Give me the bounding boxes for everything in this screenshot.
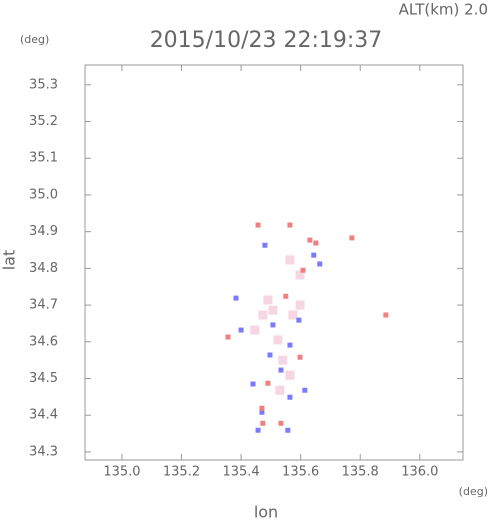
y-tick-label: 34.8 — [29, 261, 58, 276]
data-point — [259, 405, 265, 411]
y-tick-label: 35.3 — [29, 77, 58, 92]
data-point — [285, 427, 291, 433]
y-unit: (deg) — [20, 33, 49, 46]
y-tick-label: 35.2 — [29, 114, 58, 129]
data-point — [302, 387, 308, 393]
y-tick-label: 35.1 — [29, 151, 58, 166]
plot-frame — [84, 64, 464, 461]
x-tick-label: 135.4 — [222, 465, 259, 480]
data-point — [311, 252, 317, 258]
y-axis-label: lat — [0, 250, 19, 271]
data-point — [268, 305, 278, 315]
data-point — [296, 317, 302, 323]
y-tick-label: 34.4 — [29, 408, 58, 423]
data-point — [275, 385, 285, 395]
y-tick-label: 34.5 — [29, 371, 58, 386]
data-point — [300, 267, 306, 273]
data-point — [283, 293, 289, 299]
chart-title: 2015/10/23 22:19:37 — [150, 28, 383, 53]
y-tick-label: 34.6 — [29, 334, 58, 349]
data-point — [270, 322, 276, 328]
data-point — [278, 420, 284, 426]
x-tick-label: 136.0 — [401, 465, 438, 480]
data-point — [287, 394, 293, 400]
data-point — [317, 261, 323, 267]
data-point — [273, 335, 283, 345]
data-point — [238, 327, 244, 333]
data-point — [307, 237, 313, 243]
data-point — [349, 235, 355, 241]
data-point — [278, 355, 288, 365]
data-point — [259, 409, 265, 415]
x-tick-label: 135.0 — [103, 465, 140, 480]
subtitle: ALT(km) 2.0 — [399, 1, 488, 19]
data-point — [288, 310, 298, 320]
x-axis-label: lon — [254, 503, 278, 521]
data-point — [285, 370, 295, 380]
x-unit: (deg) — [459, 485, 488, 498]
x-tick-label: 135.2 — [163, 465, 200, 480]
data-point — [287, 342, 293, 348]
data-point — [285, 255, 295, 265]
data-point — [265, 380, 271, 386]
data-point — [262, 242, 268, 248]
data-point — [250, 381, 256, 387]
data-point — [295, 300, 305, 310]
data-point — [250, 325, 260, 335]
data-point — [383, 312, 389, 318]
data-point — [260, 420, 266, 426]
data-point — [278, 367, 284, 373]
data-point — [255, 427, 261, 433]
data-point — [255, 222, 261, 228]
y-tick-label: 34.3 — [29, 444, 58, 459]
x-tick-label: 135.6 — [282, 465, 319, 480]
y-tick-label: 35.0 — [29, 187, 58, 202]
y-tick-label: 34.7 — [29, 298, 58, 313]
data-point — [313, 240, 319, 246]
data-point — [225, 334, 231, 340]
y-tick-label: 34.9 — [29, 224, 58, 239]
data-point — [295, 270, 305, 280]
data-point — [297, 354, 303, 360]
data-point — [287, 222, 293, 228]
data-point — [263, 295, 273, 305]
data-point — [258, 310, 268, 320]
x-tick-label: 135.8 — [342, 465, 379, 480]
data-point — [267, 352, 273, 358]
data-point — [233, 295, 239, 301]
